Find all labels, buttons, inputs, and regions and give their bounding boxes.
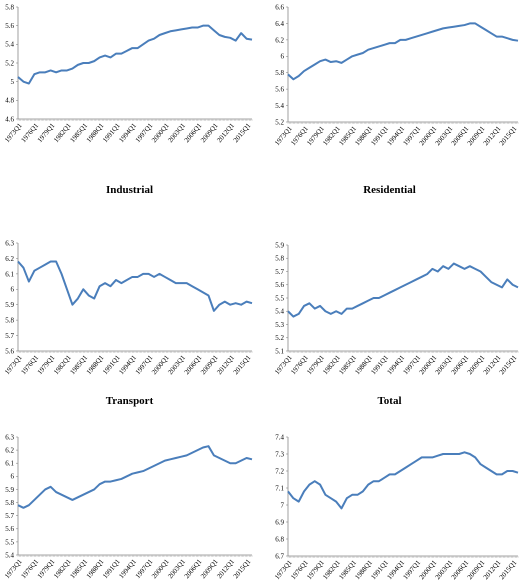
y-tick-label: 6.2 [5,447,14,455]
line-chart: 6.76.86.977.17.27.37.41973Q11976Q11979Q1… [273,433,519,581]
y-tick-label: 5.6 [5,22,14,30]
y-tick-label: 7 [281,501,285,509]
y-tick-label: 5 [11,78,15,86]
line-chart: 5.45.55.65.75.85.966.16.26.31973Q11976Q1… [3,433,253,580]
series-line [287,451,519,510]
y-tick-label: 5.4 [275,308,284,316]
y-tick-label: 6.6 [275,3,284,11]
y-tick-label: 7.2 [275,467,284,475]
y-tick-label: 6.3 [5,433,14,441]
series-line [17,445,253,509]
y-tick-label: 5.2 [5,59,14,67]
series-line [287,22,519,81]
chart-title: Residential [363,184,416,196]
y-tick-label: 5.8 [275,69,284,77]
y-tick-label: 6.1 [5,270,14,278]
x-tick-label: 2015Q1 [498,124,519,147]
y-tick-label: 6.7 [275,552,284,560]
y-tick-label: 5.7 [275,268,284,276]
chart-panel-transport: Transport 5.4 5.5 5.6 5.7 5.8 5.9 6 6.1 6.2 6.3 19… [0,395,259,584]
y-tick-label: 5.8 [5,3,14,11]
x-tick-label: 2015Q1 [232,121,253,144]
y-tick-label: 5.4 [5,551,14,559]
y-tick-label: 6.4 [275,20,284,28]
y-tick-label: 7.1 [275,484,284,492]
y-tick-label: 5.8 [5,317,14,325]
x-tick-label: 2015Q1 [498,558,519,581]
chart-panel-industrial: Industrial 5.6 5.7 5.8 5.9 6 6.1 6.2 6.3 1973Q1 1… [0,184,259,384]
chart-panel-2: 5.2 5.4 5.6 5.8 6 6.2 6.4 6.6 1973Q1 1976Q1 1979Q1… [260,0,519,188]
y-tick-label: 6 [281,53,285,61]
y-tick-label: 6.2 [5,255,14,263]
x-tick-label: 2015Q1 [232,353,253,376]
y-tick-label: 5.1 [275,347,284,355]
y-tick-label: 5.6 [275,86,284,94]
y-tick-label: 5.2 [275,118,284,126]
y-tick-label: 6.3 [5,239,14,247]
y-tick-label: 5.3 [275,321,284,329]
y-tick-label: 6 [11,286,15,294]
y-tick-label: 6.1 [5,460,14,468]
y-tick-label: 5.4 [275,102,284,110]
series-line [17,260,253,312]
y-tick-label: 5.4 [5,41,14,49]
x-tick-label: 2015Q1 [498,353,519,376]
line-chart: 5.65.75.85.966.16.26.31973Q11976Q11979Q1… [3,239,253,376]
y-tick-label: 6.9 [275,518,284,526]
y-tick-label: 7.4 [275,433,284,441]
y-tick-label: 5.9 [5,486,14,494]
y-tick-label: 6.8 [275,535,284,543]
y-tick-label: 5.5 [5,538,14,546]
y-tick-label: 5.6 [5,525,14,533]
line-chart: 4.64.855.25.45.65.81973Q11976Q11979Q1198… [3,3,253,144]
chart-title: Total [377,395,402,407]
y-tick-label: 5.8 [5,499,14,507]
x-tick-label: 2015Q1 [232,557,253,580]
y-tick-label: 5.2 [275,334,284,342]
series-line [17,24,253,85]
y-tick-label: 5.7 [5,512,14,520]
chart-panel-total: Total 6.7 6.8 6.9 7 7.1 7.2 7.3 7.4 1973Q1 1976Q1… [260,395,519,584]
line-chart: 5.15.25.35.45.55.65.75.85.91973Q11976Q11… [273,241,519,376]
y-tick-label: 5.8 [275,255,284,263]
chart-title: Industrial [105,184,154,196]
y-tick-label: 7.3 [275,450,284,458]
chart-panel-1: 4.6 4.8 5 5.2 5.4 5.6 5.8 1973Q1 1976Q1 1979Q1 198… [0,0,259,188]
y-tick-label: 5.9 [5,301,14,309]
chart-title: Transport [105,395,154,407]
y-tick-label: 4.8 [5,97,14,105]
series-line [287,262,519,318]
chart-panel-residential: Residential 5.1 5.2 5.3 5.4 5.5 5.6 5.7 5.8 5.9 1… [260,184,519,384]
y-tick-label: 5.9 [275,241,284,249]
y-tick-label: 5.7 [5,332,14,340]
y-tick-label: 5.6 [5,347,14,355]
y-tick-label: 5.5 [275,294,284,302]
y-tick-label: 6.2 [275,36,284,44]
y-tick-label: 6 [11,473,15,481]
y-tick-label: 5.6 [275,281,284,289]
y-tick-label: 4.6 [5,115,14,123]
line-chart: 5.25.45.65.866.26.46.61973Q11976Q11979Q1… [273,3,519,147]
